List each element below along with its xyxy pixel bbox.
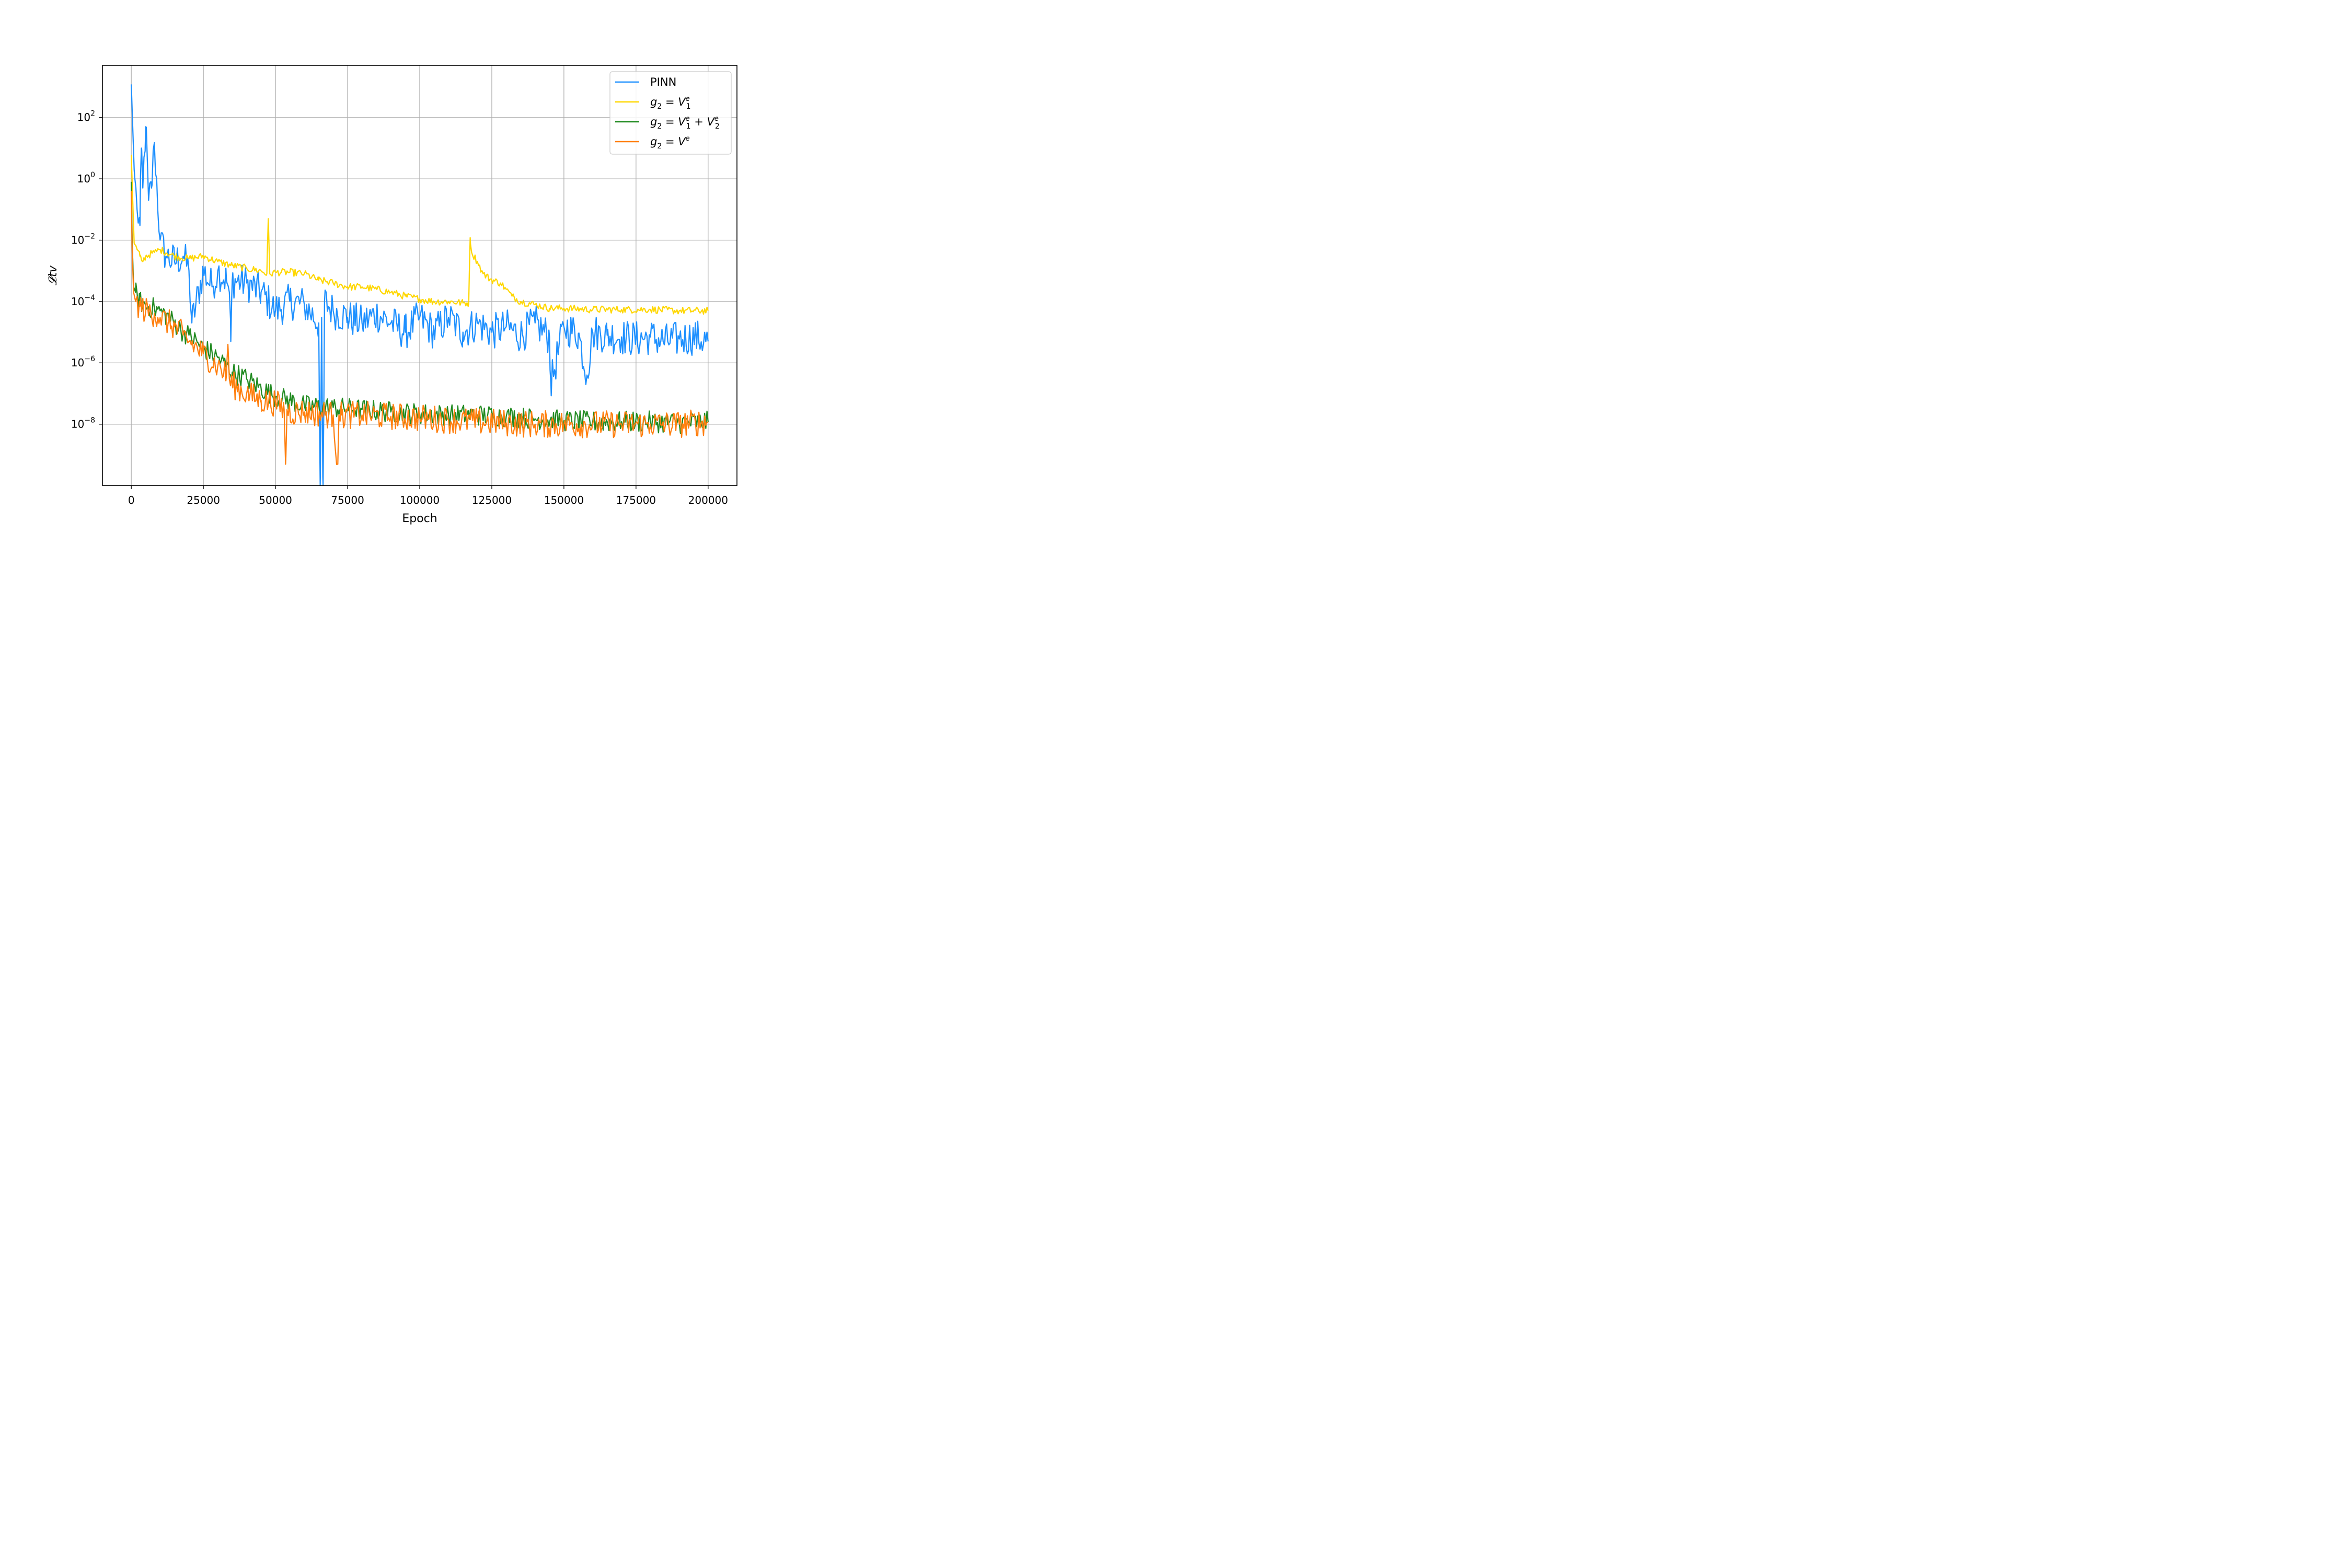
legend-label-part: = (662, 116, 678, 128)
y-tick-exponent: −8 (84, 417, 95, 425)
y-tick-base: 10 (71, 418, 84, 431)
x-tick-label: 125000 (472, 494, 512, 506)
y-tick-exponent: 2 (90, 110, 95, 118)
y-tick-label: 10−4 (71, 294, 95, 308)
y-tick-exponent: 0 (90, 171, 95, 179)
legend-label: g2 = Ve 1 + Ve 2 (650, 115, 720, 131)
series-layer (131, 84, 709, 487)
legend-label-part: + (691, 116, 707, 128)
x-tick-label: 100000 (400, 494, 440, 506)
legend-label-part: g (650, 116, 657, 128)
legend-label-part: V (678, 116, 686, 128)
legend-label-part: g (650, 135, 657, 148)
legend-label-part: 2 (657, 142, 662, 151)
x-tick-label: 50000 (259, 494, 292, 506)
series-line-3 (131, 191, 709, 465)
legend-label-part: = (662, 96, 678, 108)
legend-label-part: 2 (657, 102, 662, 111)
legend-label: g2 = Ve 1 (650, 95, 691, 111)
y-tick-label: 10−6 (71, 355, 95, 369)
y-tick-base: 10 (71, 234, 84, 246)
x-tick-label: 175000 (616, 494, 656, 506)
legend-box (609, 71, 732, 155)
legend-label: g2 = Ve (650, 135, 690, 151)
y-tick-label: 10−2 (71, 232, 95, 246)
legend-label-part: V (707, 116, 715, 128)
legend-label-part: 2 (715, 122, 720, 131)
x-tick-label: 200000 (688, 494, 728, 506)
y-tick-label: 102 (77, 110, 95, 124)
y-tick-label: 10−8 (71, 417, 95, 431)
y-tick-exponent: −2 (84, 232, 95, 240)
x-tick-label: 75000 (331, 494, 364, 506)
y-tick-exponent: −6 (84, 355, 95, 363)
legend-label-part: = (662, 135, 678, 148)
y-tick-base: 10 (71, 295, 84, 308)
y-tick-base: 10 (71, 356, 84, 369)
x-tick-label: 0 (128, 494, 135, 506)
series-line-2 (131, 181, 709, 434)
legend-label-part: e (686, 95, 690, 103)
legend-label-part: 1 (686, 122, 691, 131)
x-axis-label: Epoch (402, 512, 437, 525)
legend-label-part: 2 (657, 122, 662, 131)
legend-label-part: 1 (686, 102, 691, 111)
y-tick-exponent: −4 (84, 294, 95, 302)
loss-chart: 0 25000 50000 75000 100000 125000 150000 175000… (0, 0, 815, 544)
legend-label-part: g (650, 96, 657, 108)
y-axis-label: 𝓛tv (47, 265, 60, 285)
legend-label-part: V (678, 96, 686, 108)
legend-label-part: e (686, 115, 690, 123)
y-tick-base: 10 (77, 111, 90, 124)
series-line-0 (131, 84, 709, 487)
y-tick-base: 10 (77, 172, 90, 185)
series-line-1 (131, 155, 709, 315)
legend-label: PINN (650, 76, 676, 88)
y-tick-label: 100 (77, 171, 95, 185)
legend-label-part: e (686, 135, 690, 143)
x-axis: 0 25000 50000 75000 100000 125000 150000 175000… (128, 486, 728, 506)
legend-label-part: e (714, 115, 719, 123)
x-tick-label: 25000 (187, 494, 220, 506)
legend-label-part: V (678, 135, 686, 148)
x-tick-label: 150000 (544, 494, 584, 506)
legend-label-part: PINN (650, 76, 676, 88)
